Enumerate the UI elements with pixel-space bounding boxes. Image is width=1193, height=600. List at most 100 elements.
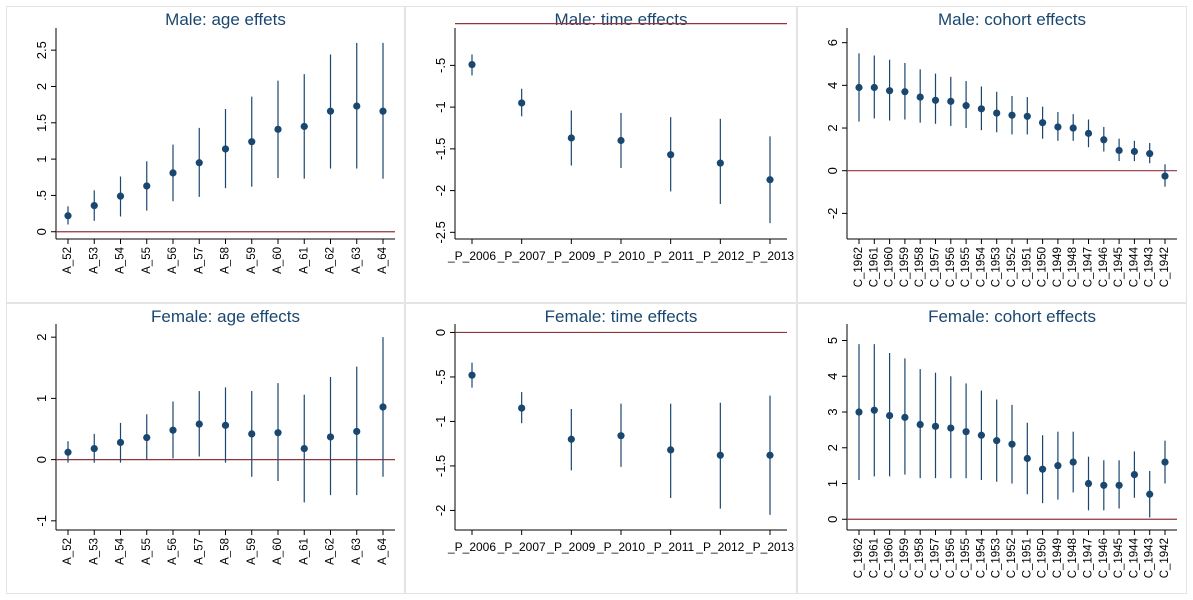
y-tick-label: -1 <box>433 416 448 428</box>
x-tick-label: C_1954 <box>975 537 987 578</box>
data-point <box>617 136 625 145</box>
data-point <box>947 424 955 432</box>
x-tick-label: C_1944 <box>1128 537 1140 578</box>
data-point <box>977 431 985 439</box>
x-tick-label: C_1943 <box>1144 247 1156 287</box>
data-point <box>1039 119 1047 127</box>
data-point <box>962 102 970 110</box>
y-tick-label: 0 <box>34 456 49 463</box>
x-tick-label: A_55 <box>141 247 153 274</box>
x-tick-label: C_1958 <box>914 247 926 287</box>
x-tick-label: A_54 <box>115 537 127 564</box>
data-point <box>947 97 955 105</box>
y-tick-label: 3 <box>825 408 840 415</box>
x-tick-label: C_1942 <box>1159 538 1171 578</box>
data-point <box>326 107 335 115</box>
x-tick-label: C_1949 <box>1052 538 1064 578</box>
x-tick-label: C_1962 <box>853 247 865 287</box>
x-tick-label: C_1957 <box>930 538 942 578</box>
panel-frame <box>405 303 797 594</box>
data-point <box>567 435 575 443</box>
data-point <box>567 134 575 142</box>
x-tick-label: C_1945 <box>1113 247 1125 287</box>
x-tick-label: C_1948 <box>1067 538 1079 578</box>
data-point <box>886 87 894 95</box>
y-tick-label: 0 <box>433 329 448 336</box>
x-tick-label: _P_2011 <box>646 540 694 554</box>
data-point <box>716 451 724 459</box>
x-tick-label: C_1959 <box>899 538 911 578</box>
x-tick-label: A_62 <box>325 247 337 274</box>
data-point <box>195 420 203 428</box>
x-tick-label: A_52 <box>62 538 74 565</box>
data-point <box>248 138 256 146</box>
x-tick-label: C_1961 <box>868 538 880 578</box>
data-point <box>379 403 387 411</box>
x-tick-label: C_1957 <box>930 247 942 287</box>
chart-title: Male: cohort effects <box>938 10 1086 29</box>
y-tick-label: -2 <box>433 505 448 517</box>
data-point <box>1130 147 1138 156</box>
data-point <box>886 411 894 420</box>
chart-svg: Male: age effets 0 .5 1 1.5 2 2.5 A_52 A_53 A_54 A… <box>6 6 405 303</box>
y-tick-label: 0 <box>825 167 840 174</box>
data-point <box>667 151 675 159</box>
data-point <box>90 444 98 453</box>
x-tick-label: _P_2006 <box>447 540 496 554</box>
data-point <box>993 437 1001 445</box>
chart-svg: Female: cohort effects 0 1 2 3 4 5 C_1962 C_1961… <box>797 303 1187 594</box>
data-point <box>274 125 282 133</box>
x-tick-label: A_56 <box>167 538 179 565</box>
data-point <box>1069 124 1077 132</box>
x-tick-label: A_53 <box>88 247 100 274</box>
x-tick-label: _P_2010 <box>596 540 645 554</box>
data-point <box>1054 462 1062 470</box>
data-point <box>221 145 230 153</box>
x-tick-label: C_1952 <box>1006 538 1018 578</box>
data-point <box>1008 111 1016 119</box>
x-tick-label: C_1950 <box>1037 247 1049 287</box>
x-tick-label: _P_2013 <box>745 540 794 554</box>
data-point <box>274 429 282 437</box>
data-point <box>116 438 125 447</box>
data-point <box>90 201 98 210</box>
panel-male-age: Male: age effets 0 .5 1 1.5 2 2.5 A_52 A_53 A_54 A… <box>6 6 405 303</box>
x-tick-label: A_63 <box>351 538 363 565</box>
y-tick-label: 6 <box>825 39 840 46</box>
x-tick-label: C_1950 <box>1037 538 1049 578</box>
data-point <box>993 109 1001 117</box>
data-point <box>617 432 625 440</box>
data-point <box>379 107 387 115</box>
data-point <box>1115 481 1123 489</box>
x-tick-label: A_62 <box>325 538 337 565</box>
x-tick-label: _P_2009 <box>546 249 595 263</box>
panel-frame <box>797 303 1187 594</box>
y-tick-label: 2 <box>34 83 49 90</box>
data-point <box>468 60 476 69</box>
data-point <box>116 192 125 200</box>
y-tick-label: 2 <box>825 124 840 131</box>
x-tick-label: A_61 <box>298 538 310 565</box>
data-point <box>962 428 970 436</box>
x-tick-label: C_1962 <box>853 538 865 578</box>
y-tick-label: -.5 <box>433 369 448 384</box>
chart-title: Female: time effects <box>545 307 698 326</box>
x-tick-label: A_64 <box>377 246 389 273</box>
y-tick-label: 2 <box>825 444 840 451</box>
data-point <box>248 430 256 438</box>
x-tick-label: A_59 <box>246 538 258 565</box>
data-point <box>1023 112 1031 120</box>
data-point <box>64 212 72 220</box>
x-tick-label: A_58 <box>220 247 232 274</box>
x-tick-label: C_1942 <box>1159 247 1171 287</box>
data-point <box>169 426 177 434</box>
y-tick-label: -.5 <box>433 58 448 73</box>
data-point <box>931 96 940 104</box>
y-tick-label: 1 <box>34 155 49 162</box>
data-point <box>468 371 476 379</box>
x-tick-label: C_1959 <box>899 247 911 287</box>
data-point <box>326 433 335 441</box>
data-point <box>1008 440 1016 448</box>
x-tick-label: C_1946 <box>1098 538 1110 578</box>
x-tick-label: _P_2013 <box>745 249 794 263</box>
